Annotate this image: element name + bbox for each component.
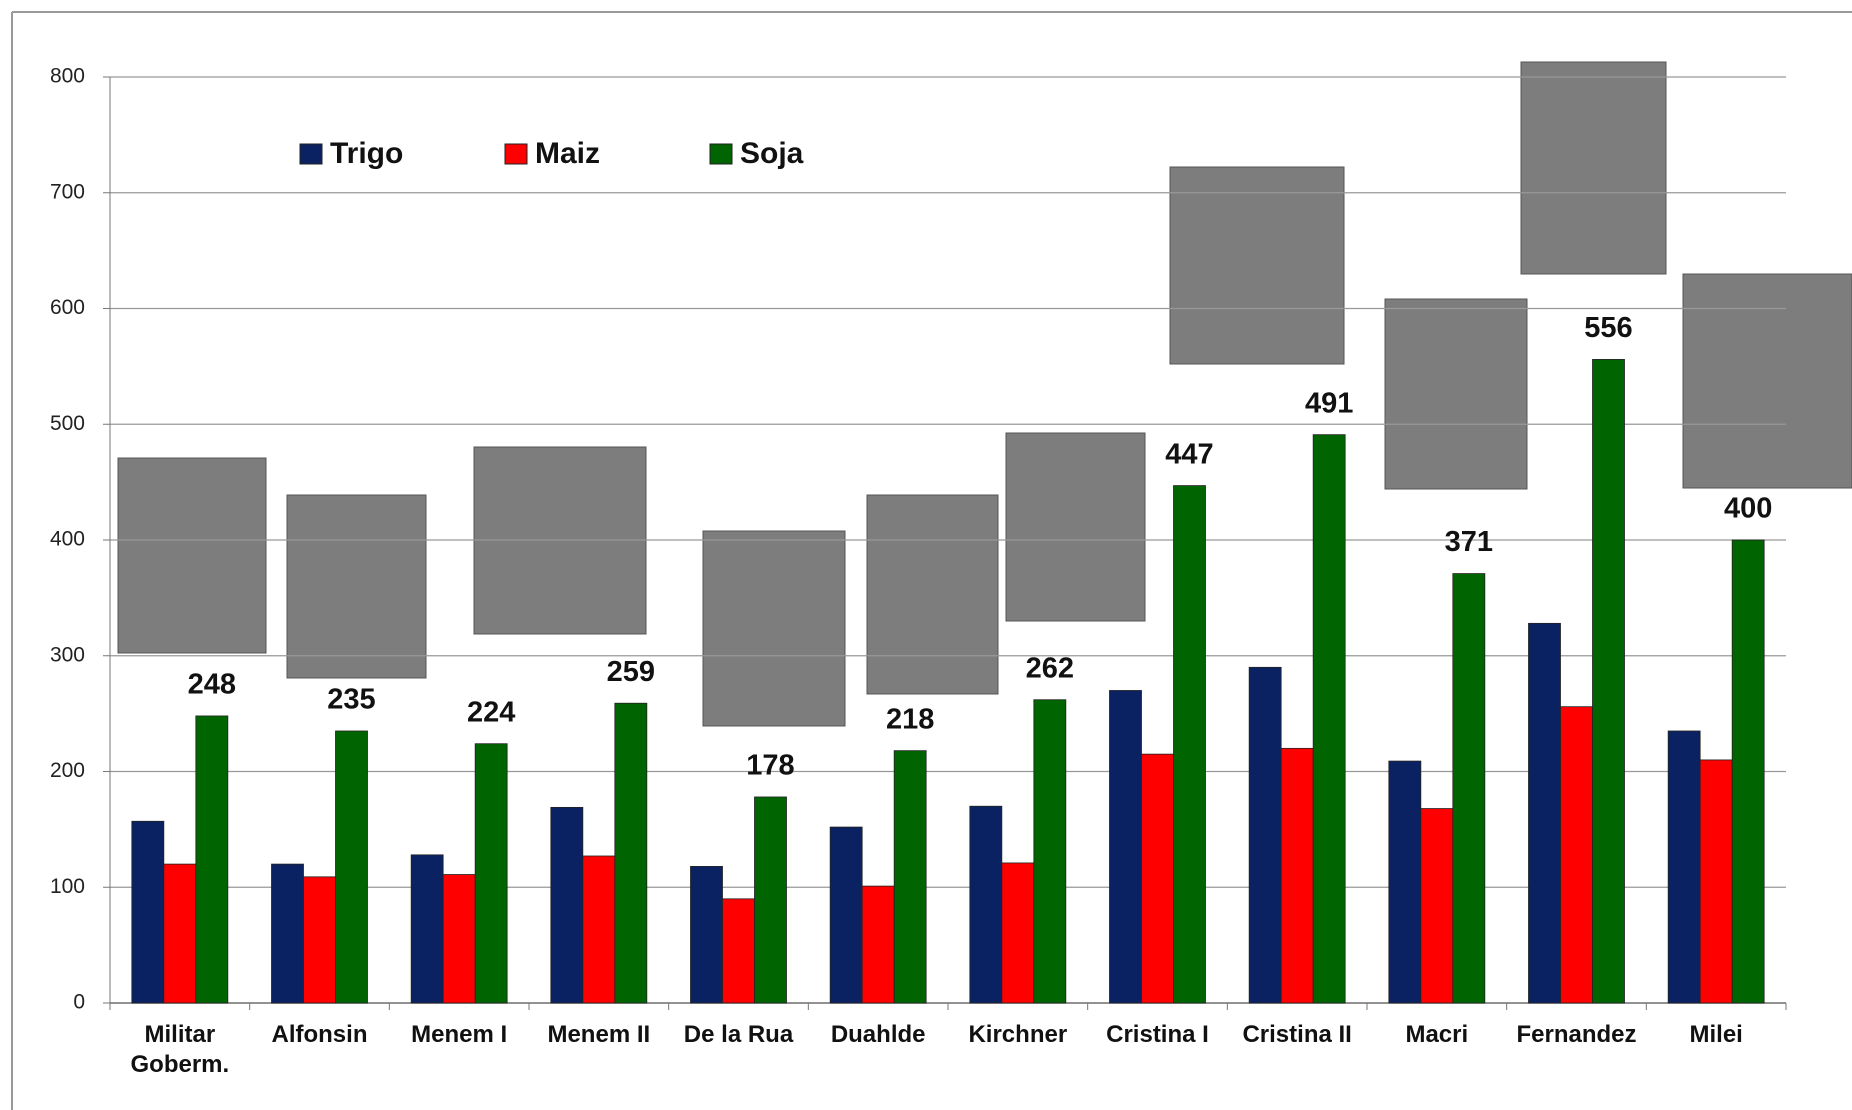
photo xyxy=(702,530,846,727)
bar xyxy=(410,854,444,1004)
x-tick-label: Menem II xyxy=(547,1021,651,1048)
data-label: 491 xyxy=(1305,387,1353,419)
bar xyxy=(1731,539,1765,1004)
y-tick-label: 400 xyxy=(50,528,85,551)
bar xyxy=(335,730,368,1004)
y-tick-label: 500 xyxy=(50,412,85,435)
x-tick-label: Kirchner xyxy=(968,1021,1068,1048)
data-label: 259 xyxy=(607,656,655,688)
bar xyxy=(861,885,895,1004)
y-tick-label: 300 xyxy=(50,643,85,666)
bar xyxy=(163,863,197,1004)
bar xyxy=(1141,753,1174,1004)
x-tick-label: Militar Goberm. xyxy=(130,1021,230,1078)
data-label: 178 xyxy=(746,750,794,782)
data-label: 371 xyxy=(1445,526,1493,558)
bar xyxy=(1033,699,1067,1004)
x-tick-label: Alfonsin xyxy=(271,1021,368,1048)
bar xyxy=(1560,706,1593,1004)
bar xyxy=(1388,760,1422,1004)
x-tick-label: Cristina I xyxy=(1106,1021,1209,1048)
data-label: 556 xyxy=(1584,312,1632,344)
bar xyxy=(271,863,304,1004)
photo xyxy=(1384,298,1528,490)
bar xyxy=(969,805,1003,1004)
legend-label: Soja xyxy=(740,137,804,170)
data-label: 224 xyxy=(467,696,515,728)
bar xyxy=(1667,730,1701,1004)
bar xyxy=(1312,434,1346,1004)
bar xyxy=(1109,690,1142,1004)
x-tick-label: Cristina II xyxy=(1242,1021,1352,1048)
legend-label: Maiz xyxy=(535,137,600,170)
y-tick-label: 600 xyxy=(50,296,85,319)
bar xyxy=(550,806,584,1004)
bar xyxy=(442,874,476,1004)
bar xyxy=(614,702,648,1004)
legend-label: Trigo xyxy=(330,137,403,170)
bar xyxy=(829,826,863,1004)
photo xyxy=(1005,432,1146,622)
bar xyxy=(1528,622,1561,1004)
x-tick-label: Milei xyxy=(1689,1021,1743,1048)
data-label: 235 xyxy=(327,684,375,716)
bar xyxy=(1280,747,1314,1004)
x-tick-label: Macri xyxy=(1405,1021,1469,1048)
y-tick-label: 200 xyxy=(50,759,85,782)
bar xyxy=(1420,808,1454,1004)
bar xyxy=(754,796,787,1004)
bar xyxy=(1699,759,1733,1004)
legend-swatch xyxy=(709,143,733,165)
photo xyxy=(866,494,999,695)
photo xyxy=(117,457,267,654)
bar xyxy=(722,898,755,1004)
x-tick-label: Fernandez xyxy=(1516,1021,1637,1048)
bar xyxy=(195,715,229,1004)
data-label: 218 xyxy=(886,703,934,735)
y-tick-label: 100 xyxy=(50,875,85,898)
data-label: 262 xyxy=(1026,652,1074,684)
data-label: 248 xyxy=(188,669,236,701)
data-label: 447 xyxy=(1165,438,1213,470)
legend-swatch xyxy=(299,143,323,165)
legend-swatch xyxy=(504,143,528,165)
x-tick-label: De la Rua xyxy=(683,1021,794,1048)
y-tick-label: 700 xyxy=(50,180,85,203)
photo xyxy=(286,494,427,679)
bar xyxy=(690,866,723,1004)
bar xyxy=(1173,485,1206,1004)
bar xyxy=(1248,666,1282,1004)
bar xyxy=(1592,359,1625,1004)
bar xyxy=(131,820,165,1004)
photo xyxy=(1520,61,1667,275)
bar xyxy=(1001,862,1035,1004)
bar xyxy=(474,743,508,1004)
photo xyxy=(1169,166,1345,365)
bar xyxy=(303,876,336,1004)
photo xyxy=(1682,273,1852,489)
data-label: 400 xyxy=(1724,493,1772,525)
x-tick-label: Duahlde xyxy=(830,1021,926,1048)
bar xyxy=(1452,573,1486,1004)
bar xyxy=(582,855,616,1004)
y-tick-label: 800 xyxy=(50,65,85,88)
y-tick-label: 0 xyxy=(73,991,85,1014)
x-tick-label: Menem I xyxy=(411,1021,508,1048)
bar xyxy=(893,750,927,1004)
